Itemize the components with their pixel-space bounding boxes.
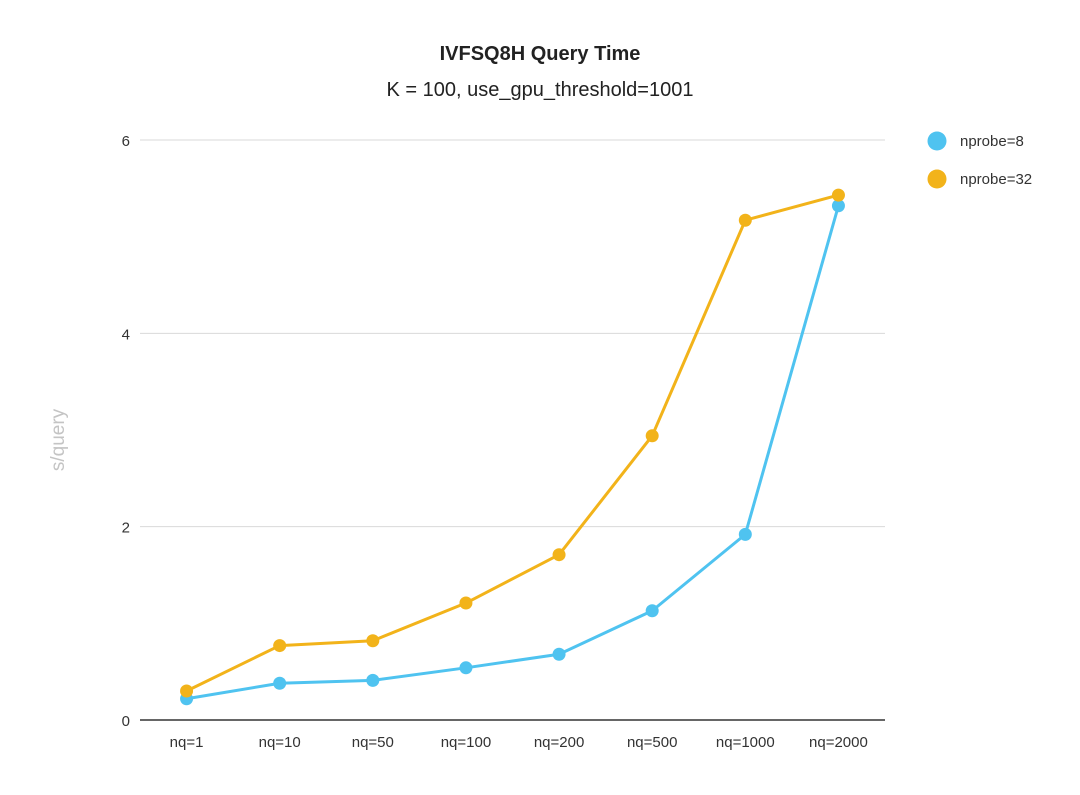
y-tick-label: 6 — [122, 133, 130, 150]
data-point — [831, 188, 845, 202]
data-point — [645, 429, 659, 443]
data-point — [459, 596, 473, 610]
data-point — [366, 673, 380, 687]
data-point — [552, 548, 566, 562]
series-nprobe-32 — [180, 188, 845, 698]
x-tick-label: nq=100 — [441, 734, 491, 751]
legend-label: nprobe=32 — [960, 171, 1032, 188]
y-axis-label: s/query — [48, 408, 69, 471]
legend-marker — [927, 131, 947, 151]
data-point — [645, 604, 659, 618]
data-point — [459, 661, 473, 675]
chart-title: IVFSQ8H Query Time — [440, 43, 641, 65]
x-tick-label: nq=2000 — [809, 734, 868, 751]
x-tick-label: nq=1 — [170, 734, 204, 751]
chart-subtitle: K = 100, use_gpu_threshold=1001 — [387, 79, 694, 101]
y-tick-label: 2 — [122, 520, 130, 537]
data-point — [180, 684, 194, 698]
series-line — [185, 193, 839, 693]
legend-label: nprobe=8 — [960, 133, 1024, 150]
data-point — [273, 639, 287, 653]
data-point — [738, 527, 752, 541]
y-tick-label: 4 — [122, 326, 130, 343]
x-tick-label: nq=200 — [534, 734, 584, 751]
data-point — [552, 647, 566, 661]
series-nprobe-8 — [180, 199, 845, 706]
x-tick-label: nq=1000 — [716, 734, 775, 751]
data-point — [738, 213, 752, 227]
x-tick-label: nq=50 — [352, 734, 394, 751]
data-point — [831, 199, 845, 213]
data-point — [273, 676, 287, 690]
y-tick-label: 0 — [122, 713, 130, 730]
x-tick-label: nq=500 — [627, 734, 677, 751]
legend-marker — [927, 169, 947, 189]
data-point — [366, 634, 380, 648]
x-tick-label: nq=10 — [259, 734, 301, 751]
series-line — [186, 205, 840, 701]
